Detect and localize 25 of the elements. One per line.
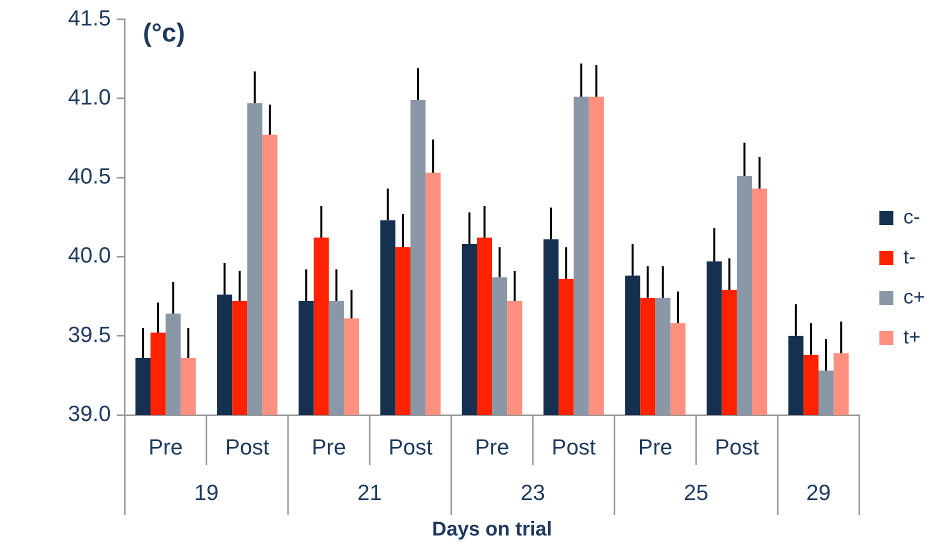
- x-tick-label: Post: [225, 434, 270, 460]
- y-tick-label: 40.5: [68, 164, 111, 189]
- x-tick-label: Pre: [638, 434, 672, 460]
- legend-label: c-: [903, 206, 920, 229]
- y-tick-label: 39.5: [68, 322, 111, 347]
- text: 19: [194, 480, 219, 506]
- legend-label: t-: [903, 246, 916, 269]
- y-tick-label: 41.0: [68, 84, 111, 110]
- legend-label: c+: [903, 286, 926, 309]
- x-tick-label: Pre: [148, 434, 183, 460]
- x-tick-label: Post: [714, 434, 759, 460]
- x-tick-label: Post: [552, 434, 596, 460]
- text: 25: [684, 480, 708, 506]
- text: 29: [806, 480, 831, 506]
- x-tick-label: Pre: [312, 434, 346, 460]
- x-axis-title: Days on trial: [432, 518, 552, 541]
- text: 21: [357, 480, 382, 506]
- x-tick-label: Pre: [474, 434, 510, 460]
- x-tick-label: Post: [388, 434, 432, 460]
- y-tick-label: 39.0: [68, 401, 111, 426]
- y-tick-label: 40.0: [68, 242, 111, 268]
- text: 23: [520, 480, 546, 506]
- legend-label: t+: [903, 326, 921, 349]
- y-axis-title: (°c): [142, 17, 186, 48]
- y-tick-label: 41.5: [68, 5, 111, 30]
